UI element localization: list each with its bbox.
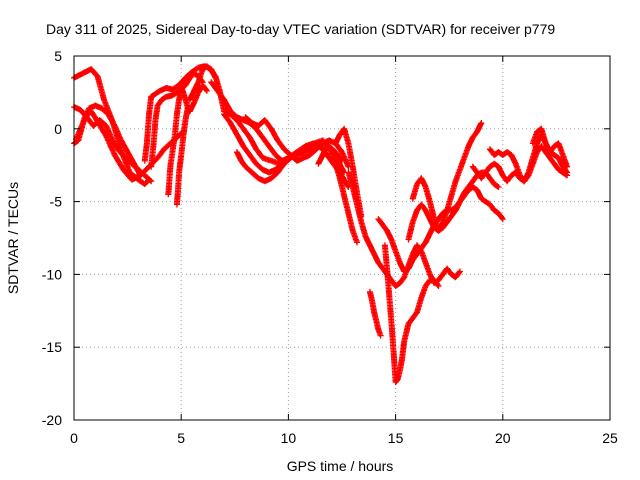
grid-lines	[74, 56, 610, 420]
data-marker-path	[529, 125, 571, 170]
x-tick-label: 20	[495, 430, 511, 446]
series-track-4	[73, 102, 144, 179]
data-marker-path	[148, 70, 206, 170]
series-track-8	[173, 105, 191, 208]
data-points	[71, 63, 571, 386]
series-track-14	[315, 143, 360, 246]
series-track-6	[148, 70, 206, 170]
series-track-20	[409, 120, 485, 234]
x-tick-label: 0	[70, 430, 78, 446]
y-axis-label: SDTVAR / TECUs	[5, 182, 21, 294]
data-marker-path	[242, 114, 352, 170]
y-tick-label: -5	[50, 194, 63, 210]
series-track-18	[381, 242, 442, 386]
data-marker-path	[366, 288, 384, 339]
data-marker-path	[73, 102, 144, 179]
data-marker-path	[486, 131, 571, 185]
x-tick-label: 25	[602, 430, 618, 446]
y-tick-label: -10	[42, 266, 62, 282]
data-marker-path	[381, 242, 442, 386]
data-marker-path	[409, 120, 485, 234]
series-track-21	[366, 288, 384, 339]
x-tick-label: 10	[281, 430, 297, 446]
y-tick-label: 5	[54, 48, 62, 64]
chart-title: Day 311 of 2025, Sidereal Day-to-day VTE…	[46, 21, 555, 37]
y-tick-label: -20	[42, 412, 62, 428]
x-axis-label: GPS time / hours	[287, 458, 394, 474]
series-track-23	[486, 131, 571, 185]
x-tick-label: 5	[177, 430, 185, 446]
data-marker-path	[173, 105, 191, 208]
series-track-24	[529, 125, 571, 170]
plot-frame	[73, 55, 611, 421]
data-marker-path	[315, 143, 360, 246]
y-tick-label: 0	[54, 121, 62, 137]
x-tick-label: 15	[388, 430, 404, 446]
axis-ticks: 0 5 10 15 20 25 -20 -15 -10 -5 0 5	[42, 48, 618, 446]
y-tick-label: -15	[42, 339, 62, 355]
series-track-13	[242, 114, 352, 170]
